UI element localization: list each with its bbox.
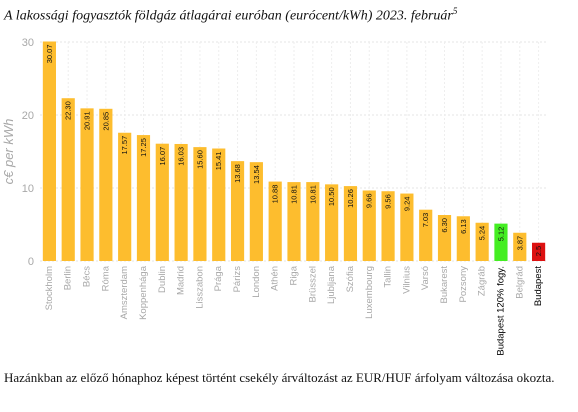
- y-tick-label: 20: [22, 110, 34, 122]
- bar-value-label: 30.07: [45, 44, 54, 63]
- x-tick-label: Pozsony: [458, 266, 469, 303]
- bar: [212, 148, 226, 261]
- bar: [494, 223, 508, 261]
- bar-value-label: 13.54: [252, 165, 261, 184]
- bar-value-label: 10.81: [290, 185, 299, 204]
- bar-value-label: 6.13: [459, 219, 468, 234]
- x-tick-label: Luxembourg: [364, 266, 375, 319]
- bar-value-label: 20.91: [83, 111, 92, 130]
- bar: [155, 143, 169, 261]
- x-tick-label: Budapest 120% fogy.: [495, 266, 506, 356]
- x-tick-label: Brüsszel: [307, 266, 318, 302]
- bar: [325, 184, 339, 261]
- y-axis-label: c€ per kWh: [1, 119, 16, 185]
- bar: [230, 161, 245, 261]
- x-tick-label: London: [251, 266, 262, 298]
- bar: [343, 186, 358, 261]
- bar: [136, 135, 151, 261]
- x-tick-label: Amszterdam: [119, 266, 130, 319]
- x-tick-label: Bécs: [82, 266, 93, 287]
- bar: [306, 182, 320, 261]
- bar: [513, 232, 527, 261]
- y-tick-label: 0: [28, 256, 34, 268]
- x-tick-label: Berlin: [63, 266, 74, 290]
- bar: [249, 162, 263, 261]
- x-tick-label: Párizs: [232, 266, 243, 293]
- bar-value-label: 15.41: [214, 152, 223, 171]
- x-tick-label: Koppenhága: [138, 265, 149, 320]
- bar-value-label: 9.24: [402, 197, 411, 212]
- bar-value-label: 10.81: [308, 185, 317, 204]
- bar-value-label: 17.25: [139, 138, 148, 157]
- x-tick-label: Athén: [270, 266, 281, 291]
- bar: [61, 98, 75, 262]
- x-tick-label: Tallin: [383, 266, 394, 288]
- chart-title: A lakossági fogyasztók földgáz átlagárai…: [4, 6, 574, 25]
- x-tick-label: Ljubljana: [326, 265, 337, 304]
- x-tick-label: Riga: [289, 265, 300, 285]
- title-footnote-mark: 5: [452, 6, 458, 16]
- x-tick-label: Stockholm: [44, 266, 55, 310]
- bar: [400, 193, 414, 261]
- x-tick-label: Bukarest: [439, 266, 450, 304]
- x-tick-label: Lisszabon: [194, 266, 205, 309]
- bar: [456, 216, 470, 261]
- bar: [475, 222, 489, 261]
- bar-value-label: 9.66: [365, 193, 374, 208]
- bar: [80, 108, 94, 262]
- x-tick-label: Varsó: [420, 266, 431, 290]
- bar-value-label: 10.88: [271, 185, 280, 204]
- bar: [193, 147, 207, 261]
- bar: [419, 209, 433, 261]
- x-tick-label: Szófia: [345, 265, 356, 292]
- bar-value-label: 10.26: [346, 189, 355, 208]
- x-tick-label: Vilnius: [401, 266, 412, 294]
- bar-value-label: 9.56: [384, 194, 393, 209]
- bar: [42, 41, 56, 261]
- bar-value-label: 15.60: [195, 150, 204, 169]
- bar-chart: 0 10 20 30 c€ per kWh 30.07 22.30 20.91 20.85 1…: [1, 37, 548, 356]
- bar: [268, 181, 282, 261]
- bar-value-label: 22.30: [64, 101, 73, 120]
- bar-value-label: 13.68: [233, 164, 242, 183]
- bar-value-label: 7.03: [421, 213, 430, 228]
- x-tick-label: Zágráb: [477, 266, 488, 296]
- x-tick-label: Madrid: [176, 266, 187, 295]
- bar-value-label: 17.57: [120, 136, 129, 155]
- y-tick-label: 30: [22, 37, 34, 49]
- bar-value-label: 10.50: [327, 187, 336, 206]
- y-tick-label: 10: [22, 183, 34, 195]
- bar: [381, 191, 395, 261]
- bar: [437, 215, 452, 261]
- footnote-text: Hazánkban az előző hónaphoz képest törté…: [4, 370, 555, 385]
- bar-value-label: 16.07: [158, 147, 167, 166]
- bar-value-label: 6.30: [440, 218, 449, 233]
- bar: [532, 242, 546, 261]
- x-tick-label: Budapest: [533, 266, 544, 307]
- x-tick-label: Prága: [213, 265, 224, 291]
- bar: [99, 108, 113, 261]
- bar-value-label: 3.87: [515, 236, 524, 251]
- x-tick-label: Dublin: [157, 266, 168, 293]
- y-axis: 0 10 20 30: [22, 37, 34, 268]
- bar-value-label: 2.5: [534, 246, 543, 256]
- bar-value-label: 5.24: [478, 226, 487, 241]
- bars-layer: 30.07 22.30 20.91 20.85 17.57 17.25 16.07 16.03…: [42, 41, 546, 262]
- bar: [362, 190, 376, 261]
- bar-value-label: 16.03: [177, 147, 186, 166]
- bar-value-label: 20.85: [101, 112, 110, 131]
- x-tick-label: Róma: [100, 265, 111, 291]
- bar: [118, 132, 132, 261]
- bar: [287, 182, 301, 261]
- chart-title-text: A lakossági fogyasztók földgáz átlagárai…: [4, 8, 453, 24]
- bar-value-label: 5.12: [496, 227, 505, 242]
- x-tick-label: Belgrád: [514, 266, 525, 299]
- bar: [174, 143, 188, 261]
- x-axis-labels: Stockholm Berlin Bécs Róma Amszterdam Koppenh…: [44, 265, 544, 355]
